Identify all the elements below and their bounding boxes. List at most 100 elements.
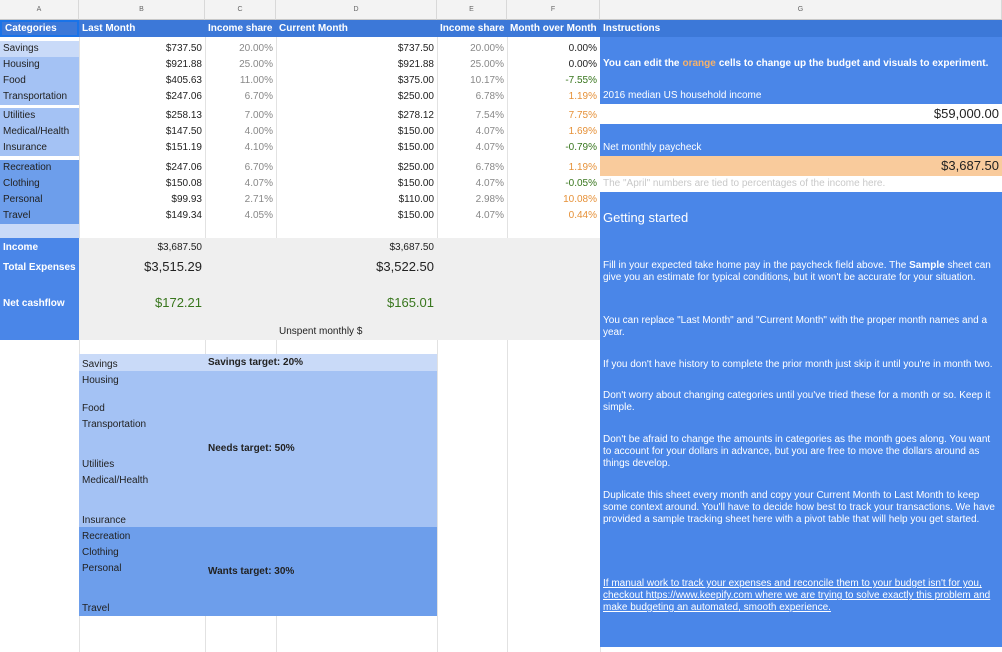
category-label[interactable]: Travel: [0, 208, 79, 224]
total-expenses-current[interactable]: $3,522.50: [376, 259, 434, 275]
category-label[interactable]: Transportation: [0, 89, 79, 105]
current-month-value[interactable]: $278.12: [397, 110, 434, 121]
last-month-value[interactable]: $921.88: [165, 59, 202, 70]
current-income-share[interactable]: 4.07%: [475, 210, 504, 221]
last-month-value[interactable]: $99.93: [171, 194, 202, 205]
last-income-share[interactable]: 11.00%: [239, 75, 273, 86]
last-income-share[interactable]: 4.00%: [244, 126, 273, 137]
month-over-month-value[interactable]: 7.75%: [568, 110, 597, 121]
category-spacer: [0, 224, 79, 238]
month-over-month-value[interactable]: 0.44%: [568, 210, 597, 221]
header-income-share-1[interactable]: Income share: [205, 20, 276, 37]
header-income-share-2[interactable]: Income share: [437, 20, 507, 37]
col-header-b[interactable]: B: [79, 0, 205, 20]
net-cashflow-current[interactable]: $165.01: [387, 295, 434, 311]
month-over-month-value[interactable]: -0.79%: [565, 142, 597, 153]
current-month-value[interactable]: $737.50: [397, 43, 434, 54]
header-categories[interactable]: Categories: [0, 20, 79, 37]
col-header-d[interactable]: D: [276, 0, 437, 20]
target-category-label: Transportation: [82, 419, 147, 430]
current-income-share[interactable]: 10.17%: [470, 75, 504, 86]
current-income-share[interactable]: 7.54%: [475, 110, 504, 121]
category-label[interactable]: Personal: [0, 192, 79, 208]
month-over-month-value[interactable]: 0.00%: [568, 59, 597, 70]
header-last-month[interactable]: Last Month: [79, 20, 205, 37]
header-current-month[interactable]: Current Month: [276, 20, 437, 37]
current-month-value[interactable]: $150.00: [397, 126, 434, 137]
last-income-share[interactable]: 6.70%: [244, 162, 273, 173]
last-month-value[interactable]: $147.50: [165, 126, 202, 137]
last-income-share[interactable]: 4.10%: [244, 142, 273, 153]
current-income-share[interactable]: 20.00%: [470, 43, 504, 54]
current-month-value[interactable]: $150.00: [397, 178, 434, 189]
month-over-month-value[interactable]: 1.69%: [568, 126, 597, 137]
col-header-f[interactable]: F: [507, 0, 600, 20]
col-header-g[interactable]: G: [600, 0, 1002, 20]
header-month-over-month[interactable]: Month over Month: [507, 20, 600, 37]
last-income-share[interactable]: 4.05%: [244, 210, 273, 221]
month-over-month-value[interactable]: 10.08%: [563, 194, 597, 205]
last-month-value[interactable]: $150.08: [165, 178, 202, 189]
net-cashflow-label[interactable]: Net cashflow: [0, 294, 79, 340]
col-header-e[interactable]: E: [437, 0, 507, 20]
category-label[interactable]: Housing: [0, 57, 79, 73]
col-header-a[interactable]: A: [0, 0, 79, 20]
current-month-value[interactable]: $375.00: [397, 75, 434, 86]
category-label[interactable]: Medical/Health: [0, 124, 79, 140]
current-income-share[interactable]: 6.78%: [475, 162, 504, 173]
month-over-month-value[interactable]: 0.00%: [568, 43, 597, 54]
current-income-share[interactable]: 25.00%: [470, 59, 504, 70]
last-month-value[interactable]: $737.50: [165, 43, 202, 54]
paycheck-value[interactable]: $3,687.50: [600, 156, 1002, 176]
total-expenses-last[interactable]: $3,515.29: [144, 259, 202, 275]
current-income-share[interactable]: 6.78%: [475, 91, 504, 102]
last-month-value[interactable]: $247.06: [165, 91, 202, 102]
last-month-value[interactable]: $149.34: [165, 210, 202, 221]
col-header-c[interactable]: C: [205, 0, 276, 20]
current-month-value[interactable]: $110.00: [398, 194, 434, 205]
income-label[interactable]: Income: [0, 238, 79, 258]
total-expenses-label[interactable]: Total Expenses: [0, 258, 79, 278]
last-income-share[interactable]: 20.00%: [239, 43, 273, 54]
net-cashflow-last[interactable]: $172.21: [155, 295, 202, 311]
last-income-share[interactable]: 7.00%: [244, 110, 273, 121]
last-income-share[interactable]: 25.00%: [239, 59, 273, 70]
last-month-value[interactable]: $247.06: [165, 162, 202, 173]
last-income-share[interactable]: 4.07%: [244, 178, 273, 189]
category-label[interactable]: Insurance: [0, 140, 79, 156]
category-label[interactable]: Recreation: [0, 160, 79, 176]
month-over-month-value[interactable]: -7.55%: [565, 75, 597, 86]
last-income-share[interactable]: 6.70%: [244, 91, 273, 102]
month-over-month-value[interactable]: -0.05%: [565, 178, 597, 189]
last-income-share[interactable]: 2.71%: [244, 194, 273, 205]
current-month-value[interactable]: $250.00: [397, 91, 434, 102]
target-category-label: Personal: [82, 563, 122, 574]
unspent-label[interactable]: Unspent monthly $: [279, 326, 363, 337]
instruction-paragraph-4: Don't worry about changing categories un…: [603, 390, 991, 413]
edit-note: You can edit the orange cells to change …: [600, 56, 1002, 72]
header-instructions[interactable]: Instructions: [600, 20, 1002, 37]
last-month-value[interactable]: $258.13: [165, 110, 202, 121]
current-month-value[interactable]: $150.00: [397, 142, 434, 153]
income-last[interactable]: $3,687.50: [157, 242, 203, 253]
current-income-share[interactable]: 2.98%: [475, 194, 504, 205]
month-over-month-value[interactable]: 1.19%: [568, 162, 597, 173]
category-label[interactable]: Utilities: [0, 108, 79, 124]
category-label[interactable]: Savings: [0, 41, 79, 57]
income-current[interactable]: $3,687.50: [389, 242, 435, 253]
current-month-value[interactable]: $150.00: [397, 210, 434, 221]
month-over-month-value[interactable]: 1.19%: [568, 91, 597, 102]
keepify-link[interactable]: If manual work to track your expenses an…: [600, 577, 998, 615]
keepify-link-text[interactable]: If manual work to track your expenses an…: [603, 578, 991, 613]
current-month-value[interactable]: $921.88: [397, 59, 434, 70]
median-income-value[interactable]: $59,000.00: [600, 104, 1002, 124]
current-income-share[interactable]: 4.07%: [475, 142, 504, 153]
current-month-value[interactable]: $250.00: [397, 162, 434, 173]
last-month-value[interactable]: $151.19: [165, 142, 202, 153]
current-income-share[interactable]: 4.07%: [475, 126, 504, 137]
current-income-share[interactable]: 4.07%: [475, 178, 504, 189]
category-label[interactable]: Clothing: [0, 176, 79, 192]
category-label[interactable]: Food: [0, 73, 79, 89]
last-month-value[interactable]: $405.63: [165, 75, 202, 86]
